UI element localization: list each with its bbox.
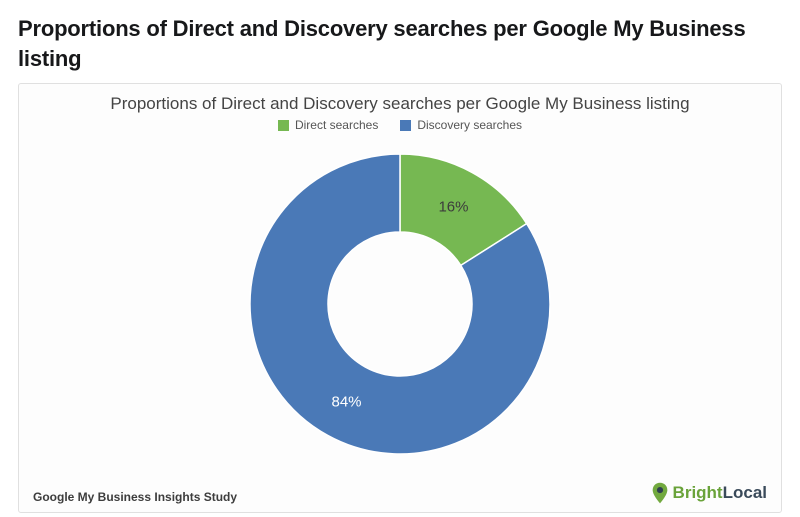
brand-text-2: Local [723, 483, 767, 502]
legend-label-direct: Direct searches [295, 118, 378, 132]
chart-legend: Direct searches Discovery searches [33, 118, 767, 132]
footer-study-text: Google My Business Insights Study [33, 490, 237, 504]
legend-label-discovery: Discovery searches [417, 118, 522, 132]
donut-chart: 16% 84% [33, 136, 767, 466]
legend-item-direct: Direct searches [278, 118, 378, 132]
brand-logo: BrightLocal [651, 482, 767, 504]
legend-swatch-discovery [400, 120, 411, 131]
brand-text-1: Bright [673, 483, 723, 502]
card-footer: Google My Business Insights Study Bright… [33, 482, 767, 504]
slice-label: 84% [332, 394, 362, 411]
slice-label: 16% [438, 199, 468, 216]
legend-item-discovery: Discovery searches [400, 118, 522, 132]
chart-card: Proportions of Direct and Discovery sear… [18, 83, 782, 513]
map-pin-icon [651, 482, 669, 504]
donut-svg: 16% 84% [230, 136, 570, 466]
legend-swatch-direct [278, 120, 289, 131]
chart-title: Proportions of Direct and Discovery sear… [33, 94, 767, 114]
page-title: Proportions of Direct and Discovery sear… [18, 14, 782, 73]
